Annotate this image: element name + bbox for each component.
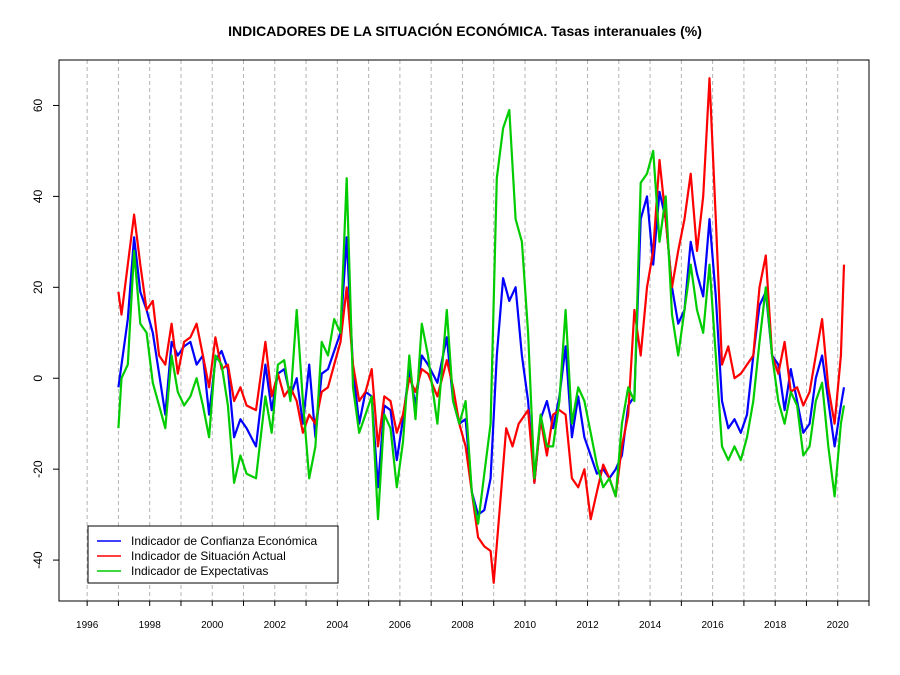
- x-tick-label: 2020: [827, 620, 850, 631]
- x-tick-label: 2002: [264, 620, 287, 631]
- x-tick-label: 2010: [514, 620, 537, 631]
- x-tick-label: 2018: [764, 620, 787, 631]
- x-tick-label: 2014: [639, 620, 662, 631]
- legend-label-1: Indicador de Situación Actual: [131, 549, 286, 563]
- x-tick-label: 2016: [702, 620, 725, 631]
- legend-box: [87, 525, 339, 584]
- x-tick-label: 1998: [139, 620, 162, 631]
- y-tick-label: 60: [31, 98, 45, 112]
- x-tick-label: 2000: [201, 620, 224, 631]
- grid: [86, 60, 870, 601]
- x-tick-label: 2012: [576, 620, 599, 631]
- y-tick-label: 40: [31, 189, 45, 203]
- series-lines: [117, 77, 846, 584]
- x-tick-label: 2006: [389, 620, 412, 631]
- x-tick-label: 2008: [451, 620, 474, 631]
- y-tick-label: 20: [31, 280, 45, 294]
- axes: 1996 1998 2000 2002 2004 2006 2008 2010 2012 2014…: [31, 98, 870, 631]
- plot-frame: [58, 59, 870, 602]
- y-tick-label: -40: [31, 551, 45, 569]
- chart-title: INDICADORES DE LA SITUACIÓN ECONÓMICA. T…: [228, 22, 702, 39]
- legend-label-2: Indicador de Expectativas: [131, 564, 268, 578]
- y-tick-label: -20: [31, 460, 45, 478]
- x-tick-label: 2004: [326, 620, 349, 631]
- series-line-2: [117, 108, 846, 525]
- x-tick-label: 1996: [76, 620, 99, 631]
- legend-label-0: Indicador de Confianza Económica: [131, 534, 317, 548]
- y-tick-label: 0: [31, 375, 45, 382]
- legend: Indicador de Confianza EconómicaIndicado…: [87, 525, 339, 584]
- series-line-1: [117, 77, 846, 584]
- series-line-0: [117, 190, 846, 516]
